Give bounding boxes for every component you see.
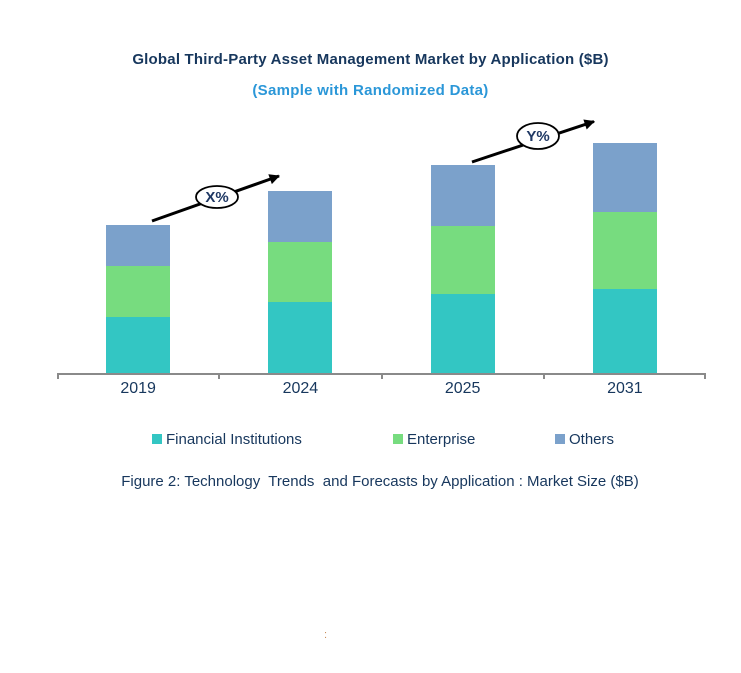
- plot-bars: [57, 130, 706, 373]
- axis-tick: [218, 373, 221, 379]
- segment-others-2024: [268, 191, 333, 242]
- bar-cell-2019: [57, 130, 219, 373]
- legend-label-enterprise: Enterprise: [407, 430, 476, 448]
- segment-enterprise-2031: [592, 212, 657, 289]
- bar-cell-2025: [382, 130, 544, 373]
- legend-swatch-enterprise: [393, 434, 403, 444]
- segment-financial-institutions-2031: [592, 289, 657, 373]
- chart-title: Global Third-Party Asset Management Mark…: [132, 51, 609, 68]
- legend-label-others: Others: [569, 430, 615, 448]
- axis-tick: [704, 373, 706, 379]
- axis-tick: [380, 373, 383, 379]
- bar-cell-2024: [219, 130, 381, 373]
- x-tick-label-2024: 2024: [282, 380, 319, 397]
- segment-enterprise-2019: [106, 266, 171, 317]
- stacked-bar-2024: [268, 191, 333, 373]
- figure-caption: Figure 2: Technology Trends and Forecast…: [121, 473, 639, 490]
- x-axis-labels: 2019 2024 2025 2031: [57, 380, 706, 398]
- legend-item-enterprise: Enterprise: [393, 430, 475, 448]
- axis-tick: [542, 373, 545, 379]
- stacked-bar-2025: [430, 165, 495, 373]
- x-tick-label-2025: 2025: [444, 380, 481, 397]
- plot-area: [57, 130, 706, 379]
- legend: Financial Institutions Enterprise Others: [0, 430, 741, 450]
- segment-financial-institutions-2024: [268, 302, 333, 373]
- legend-swatch-financial-institutions: [152, 434, 162, 444]
- stacked-bar-2031: [592, 143, 657, 373]
- stacked-bar-2019: [106, 225, 171, 373]
- x-tick-label-2019: 2019: [120, 380, 156, 397]
- segment-financial-institutions-2025: [430, 294, 495, 373]
- axis-tick: [57, 373, 59, 379]
- segment-financial-institutions-2019: [106, 317, 171, 373]
- x-tick-label-2031: 2031: [607, 380, 643, 397]
- legend-item-financial-institutions: Financial Institutions: [152, 430, 302, 448]
- chart-subtitle: (Sample with Randomized Data): [252, 82, 489, 99]
- segment-enterprise-2025: [430, 226, 495, 294]
- segment-others-2019: [106, 225, 171, 266]
- legend-label-financial-institutions: Financial Institutions: [166, 430, 302, 448]
- stray-mark: :: [324, 629, 328, 641]
- segment-others-2031: [592, 143, 657, 212]
- legend-swatch-others: [555, 434, 565, 444]
- bar-cell-2031: [544, 130, 706, 373]
- segment-others-2025: [430, 165, 495, 226]
- legend-item-others: Others: [555, 430, 614, 448]
- segment-enterprise-2024: [268, 242, 333, 302]
